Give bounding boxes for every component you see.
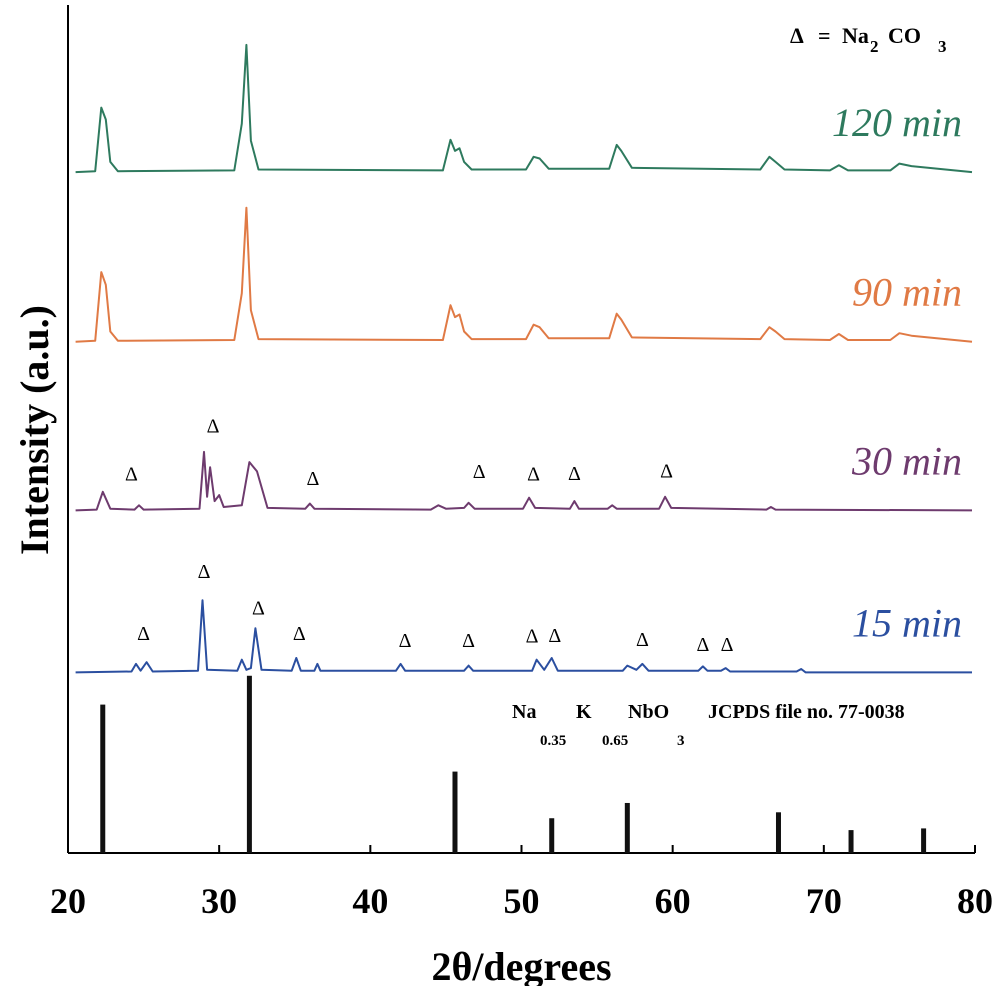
note-part: 2	[870, 37, 879, 56]
peak-marker: Δ	[636, 629, 649, 651]
xrd-pattern	[75, 206, 973, 343]
note-part: =	[818, 23, 831, 48]
peak-marker: Δ	[526, 626, 539, 648]
reference-label-part: Na	[512, 701, 536, 723]
peak-marker: Δ	[696, 634, 709, 656]
peak-marker: Δ	[660, 460, 673, 482]
reference-label-part: 0.35	[540, 733, 566, 749]
reference-label-part: JCPDS file no. 77-0038	[708, 701, 905, 723]
x-tick-label: 20	[50, 881, 86, 921]
y-axis-label: Intensity (a.u.)	[12, 305, 57, 555]
peak-marker: Δ	[306, 468, 319, 490]
reference-label-part: 0.65	[602, 733, 628, 749]
peak-marker: Δ	[207, 415, 220, 437]
x-tick-label: 30	[201, 881, 237, 921]
reference-stick	[246, 675, 252, 853]
note-part: Δ	[790, 23, 804, 48]
series-label: 120 min	[832, 100, 962, 145]
peak-marker: Δ	[399, 630, 412, 652]
series-label: 15 min	[852, 600, 962, 645]
xrd-pattern	[75, 43, 973, 174]
x-tick-label: 60	[655, 881, 691, 921]
reference-stick	[775, 812, 781, 853]
series-label: 30 min	[851, 438, 962, 483]
x-tick-label: 70	[806, 881, 842, 921]
reference-label: Na0.35 K 0.65NbO 3 JCPDS file no. 77-0038	[512, 701, 905, 749]
reference-label-part: NbO	[628, 701, 669, 723]
peak-marker: Δ	[125, 464, 138, 486]
x-axis-label: 2θ/degrees	[431, 944, 611, 986]
peak-marker: Δ	[198, 561, 211, 583]
xrd-pattern	[75, 599, 972, 674]
peak-marker: Δ	[252, 598, 265, 620]
peak-marker: Δ	[568, 463, 581, 485]
x-tick-label: 80	[957, 881, 993, 921]
x-tick-label: 50	[504, 881, 540, 921]
reference-stick	[452, 771, 458, 853]
reference-stick	[549, 818, 555, 853]
reference-stick	[100, 704, 106, 853]
xrd-pattern	[75, 450, 973, 512]
peak-marker: Δ	[137, 623, 150, 645]
reference-label-part: K	[576, 701, 592, 723]
reference-stick	[624, 802, 630, 853]
note-part: 3	[938, 37, 947, 56]
reference-label-part: 3	[677, 733, 685, 749]
peak-marker: Δ	[462, 630, 475, 652]
note: Δ = Na2 CO 3	[790, 23, 947, 56]
peak-marker: Δ	[548, 625, 561, 647]
reference-stick	[848, 830, 854, 853]
note-part: CO	[888, 23, 921, 48]
note-part: Na	[842, 23, 869, 48]
series-label: 90 min	[852, 270, 962, 315]
peak-marker: Δ	[473, 461, 486, 483]
peak-marker: Δ	[721, 634, 734, 656]
reference-stick	[921, 828, 927, 853]
x-tick-label: 40	[352, 881, 388, 921]
peak-marker: Δ	[527, 464, 540, 486]
peak-marker: Δ	[293, 623, 306, 645]
